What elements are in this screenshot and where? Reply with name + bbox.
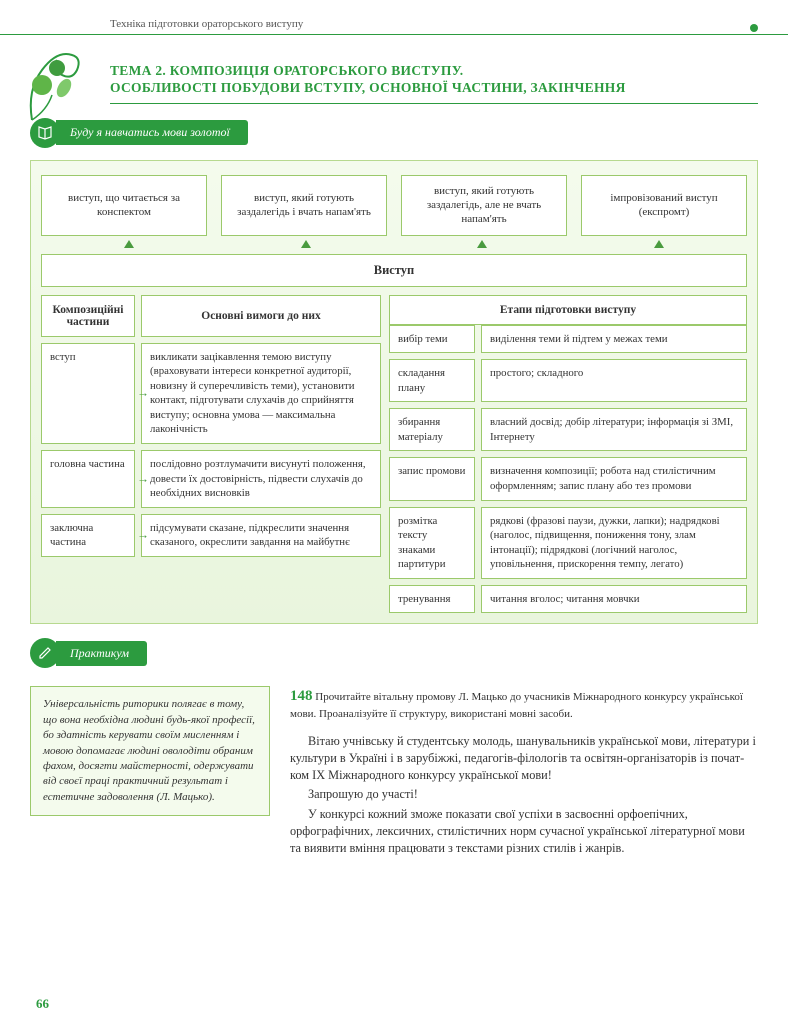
- speech-type-box: виступ, який готують заздалегідь і вчать…: [221, 175, 387, 236]
- td-part: заключна частина: [41, 514, 135, 557]
- td-stage: розмітка тексту знаками партитури: [389, 507, 475, 579]
- quote-author: (Л. Мацько).: [157, 791, 215, 803]
- td-desc: читання вголос; читання мовчки: [481, 585, 747, 614]
- page-header: Техніка підготовки ораторського виступу: [0, 0, 788, 35]
- arrow-right-icon: →: [137, 528, 149, 543]
- task-text: 148 Прочитайте вітальну промову Л. Мацьк…: [290, 686, 758, 859]
- td-req: послідовно розтлумачити ви­сунуті положе…: [141, 450, 381, 508]
- table-row: складання плану простого; складного: [389, 359, 747, 402]
- title-divider: [110, 103, 758, 104]
- section-learn-badge: Буду я навчатись мови золотої: [30, 118, 788, 148]
- td-desc: виділення теми й підтем у межах теми: [481, 325, 747, 354]
- table-row: заключна частина → підсумувати сказане, …: [41, 514, 381, 557]
- td-stage: складання плану: [389, 359, 475, 402]
- td-stage: вибір теми: [389, 325, 475, 354]
- table-row: головна частина → послідовно розтлумачит…: [41, 450, 381, 508]
- practicum-area: Універсальність риторики полягає в тому,…: [30, 686, 758, 859]
- quote-text: Універсальність риторики полягає в тому,…: [43, 698, 255, 802]
- arrow-up-icon: [654, 240, 664, 248]
- speech-type-box: імпровізований виступ (експромт): [581, 175, 747, 236]
- td-stage: тренування: [389, 585, 475, 614]
- th-requirements: Основні вимоги до них: [141, 295, 381, 337]
- arrow-right-icon: →: [137, 386, 149, 401]
- td-req: підсумувати сказане, підкрес­лити значен…: [141, 514, 381, 557]
- speech-types-row: виступ, що читається за конспектом висту…: [41, 175, 747, 236]
- task-intro-text: Прочитайте вітальну промову Л. Мацько до…: [290, 691, 743, 720]
- table-row: запис про­мови визначення композиції; ро…: [389, 457, 747, 500]
- task-intro: 148 Прочитайте вітальну промову Л. Мацьк…: [290, 686, 758, 722]
- table-row: вступ → викликати зацікавлення темою вис…: [41, 343, 381, 444]
- th-stages: Етапи підготовки виступу: [389, 295, 747, 325]
- book-icon: [30, 118, 60, 148]
- td-stage: запис про­мови: [389, 457, 475, 500]
- diagram-block: виступ, що читається за конспектом висту…: [30, 160, 758, 625]
- task-number: 148: [290, 688, 313, 704]
- floral-decor: [22, 40, 92, 130]
- speech-type-box: виступ, який готують заздалегідь, але не…: [401, 175, 567, 236]
- table-row: вибір теми виділення теми й підтем у меж…: [389, 325, 747, 354]
- page-number: 66: [36, 996, 49, 1012]
- para: Запрошую до участі!: [290, 786, 758, 803]
- topic-line1: ТЕМА 2. КОМПОЗИЦІЯ ОРАТОРСЬКОГО ВИСТУПУ.: [110, 63, 463, 78]
- para: У конкурсі кожний зможе показати свої ус…: [290, 806, 758, 858]
- arrow-up-icon: [477, 240, 487, 248]
- td-desc: визначення композиції; робота над стиліс…: [481, 457, 747, 500]
- td-stage: збирання матеріалу: [389, 408, 475, 451]
- quote-box: Універсальність риторики полягає в тому,…: [30, 686, 270, 816]
- table-row: тренування читання вголос; читання мовчк…: [389, 585, 747, 614]
- td-part: головна частина: [41, 450, 135, 508]
- section-practicum-badge: Практикум: [30, 638, 788, 668]
- table-row: збирання матеріалу власний досвід; добір…: [389, 408, 747, 451]
- central-node: Виступ: [41, 254, 747, 287]
- td-desc: простого; складного: [481, 359, 747, 402]
- arrow-up-icon: [124, 240, 134, 248]
- composition-table: Композицій­ні частини Основні вимоги до …: [41, 295, 381, 614]
- para: Вітаю учнівську й студентську молодь, ша…: [290, 733, 758, 785]
- th-composition: Композицій­ні частини: [41, 295, 135, 337]
- speech-type-box: виступ, що читається за конспектом: [41, 175, 207, 236]
- lower-grid: Композицій­ні частини Основні вимоги до …: [41, 295, 747, 614]
- table-row: розмітка тексту знаками партитури рядков…: [389, 507, 747, 579]
- arrow-right-icon: →: [137, 471, 149, 486]
- topic-title: ТЕМА 2. КОМПОЗИЦІЯ ОРАТОРСЬКОГО ВИСТУПУ.…: [110, 63, 758, 97]
- td-req: викликати зацікавлення темою виступу (вр…: [141, 343, 381, 444]
- section-practicum-title: Практикум: [56, 641, 147, 666]
- arrows-row: [41, 240, 747, 248]
- topic-line2: ОСОБЛИВОСТІ ПОБУДОВИ ВСТУПУ, ОСНОВНОЇ ЧА…: [110, 80, 758, 97]
- td-desc: рядкові (фразові паузи, дужки, лапки); н…: [481, 507, 747, 579]
- td-desc: власний досвід; добір літерату­ри; інфор…: [481, 408, 747, 451]
- td-part: вступ: [41, 343, 135, 444]
- breadcrumb: Техніка підготовки ораторського виступу: [110, 18, 303, 30]
- stages-table: Етапи підготовки виступу вибір теми виді…: [389, 295, 747, 614]
- arrow-up-icon: [301, 240, 311, 248]
